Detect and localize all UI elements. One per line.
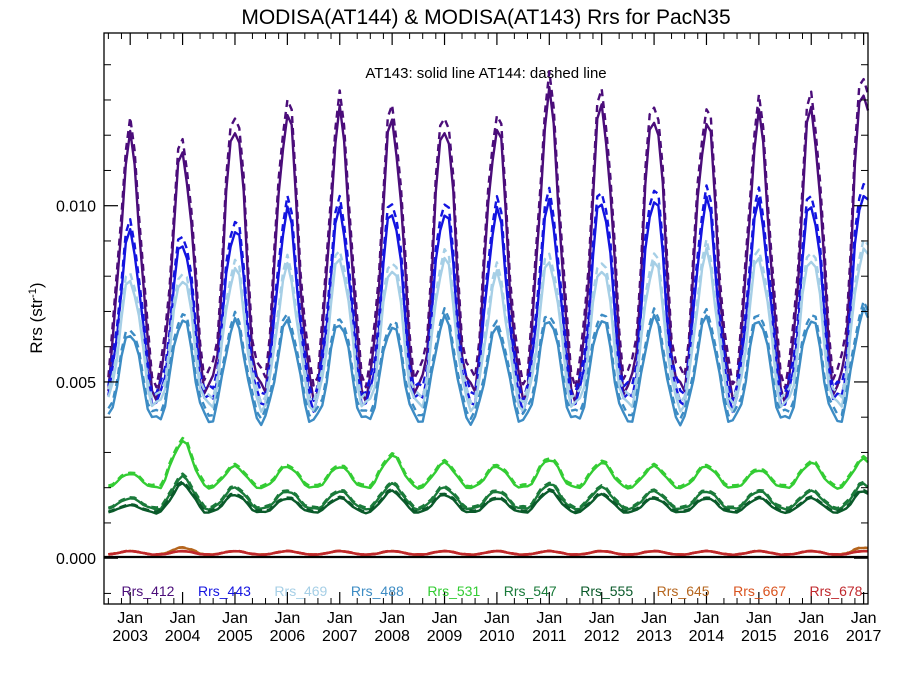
x-tick-month: Jan	[536, 610, 562, 627]
x-tick-month: Jan	[641, 610, 667, 627]
x-tick-month: Jan	[170, 610, 196, 627]
y-tick-label: 0.000	[56, 551, 96, 568]
legend-entry-rrs_469: Rrs_469	[274, 583, 327, 599]
x-tick-year: 2005	[217, 628, 253, 645]
chart-annotation: AT143: solid line AT144: dashed line	[365, 65, 606, 82]
x-tick-year: 2016	[793, 628, 829, 645]
legend-entry-rrs_678: Rrs_678	[810, 583, 863, 599]
x-tick-month: Jan	[117, 610, 143, 627]
x-tick-month: Jan	[589, 610, 615, 627]
x-tick-year: 2007	[322, 628, 358, 645]
x-tick-month: Jan	[432, 610, 458, 627]
x-tick-month: Jan	[274, 610, 300, 627]
x-tick-year: 2012	[584, 628, 620, 645]
legend-entry-rrs_443: Rrs_443	[198, 583, 251, 599]
series-line-rrs_531-at143	[108, 439, 869, 490]
legend-entry-rrs_645: Rrs_645	[657, 583, 710, 599]
x-tick-month: Jan	[222, 610, 248, 627]
x-tick-year: 2010	[479, 628, 515, 645]
y-tick-label: 0.010	[56, 199, 96, 216]
x-tick-month: Jan	[327, 610, 353, 627]
x-tick-year: 2017	[846, 628, 882, 645]
series-line-rrs_469-at143	[107, 247, 869, 413]
y-tick-label: 0.005	[56, 375, 96, 392]
x-tick-year: 2004	[165, 628, 201, 645]
series-line-rrs_469-at144	[107, 238, 869, 405]
chart-title: MODISA(AT144) & MODISA(AT143) Rrs for Pa…	[241, 6, 730, 29]
legend-entry-rrs_555: Rrs_555	[580, 583, 633, 599]
y-tick-labels: 0.000 0.005 0.010	[56, 199, 96, 568]
x-tick-month: Jan	[798, 610, 824, 627]
series-line-rrs_488-at144	[107, 299, 870, 420]
x-tick-year: 2011	[532, 628, 567, 645]
legend-entry-rrs_667: Rrs_667	[733, 583, 786, 599]
series-line-rrs_547-at143	[108, 474, 869, 512]
legend-entry-rrs_547: Rrs_547	[504, 583, 557, 599]
x-tick-year: 2003	[112, 628, 148, 645]
series-line-rrs_412-at144	[107, 70, 870, 390]
x-tick-year: 2006	[270, 628, 306, 645]
series-line-rrs_678-at144	[108, 549, 869, 556]
x-tick-month: Jan	[851, 610, 877, 627]
series-line-rrs_547-at144	[108, 472, 869, 510]
axis-ticks	[104, 33, 868, 604]
x-tick-month: Jan	[484, 610, 510, 627]
legend: Rrs_412 Rrs_443 Rrs_469 Rrs_488 Rrs_531 Rrs_5…	[122, 583, 863, 599]
x-tick-year: 2015	[741, 628, 777, 645]
x-tick-month: Jan	[379, 610, 405, 627]
plot-lines	[107, 70, 870, 557]
legend-entry-rrs_531: Rrs_531	[427, 583, 480, 599]
x-tick-month: Jan	[694, 610, 720, 627]
x-tick-year: 2009	[427, 628, 463, 645]
x-tick-labels: Jan2003Jan2004Jan2005Jan2006Jan2007Jan20…	[112, 610, 881, 645]
series-line-rrs_531-at144	[108, 436, 869, 488]
y-axis-label: Rrs (str-1)	[27, 282, 46, 353]
legend-entry-rrs_488: Rrs_488	[351, 583, 404, 599]
x-tick-year: 2013	[636, 628, 672, 645]
x-tick-year: 2014	[689, 628, 725, 645]
plot-frame	[103, 32, 869, 605]
x-tick-month: Jan	[746, 610, 772, 627]
legend-entry-rrs_412: Rrs_412	[122, 583, 175, 599]
series-line-rrs_443-at144	[107, 182, 869, 402]
x-tick-year: 2008	[374, 628, 410, 645]
